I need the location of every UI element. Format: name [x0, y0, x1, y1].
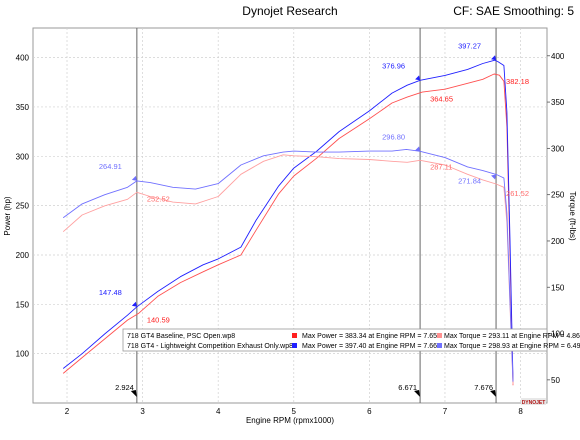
svg-text:DYNOJET: DYNOJET — [522, 400, 546, 406]
y-tick-label-right: 250 — [551, 191, 565, 200]
y-tick-label-right: 100 — [551, 330, 565, 339]
annotation-arrow — [415, 75, 421, 81]
y-tick-label-right: 400 — [551, 52, 565, 61]
cursor-label: 2.924 — [115, 383, 134, 392]
legend-swatch-power — [292, 343, 297, 348]
y-tick-label-left: 350 — [16, 103, 30, 112]
x-tick-label: 5 — [292, 407, 297, 416]
legend-swatch-torque — [437, 333, 442, 338]
annotation-arrow — [491, 55, 497, 61]
annotation-label: 382.18 — [506, 77, 529, 86]
y-tick-label-right: 350 — [551, 98, 565, 107]
annotation-label: 261.52 — [506, 189, 529, 198]
x-tick-label: 2 — [65, 407, 70, 416]
x-tick-label: 6 — [367, 407, 372, 416]
peak-annotations: 264.91 252.52 147.48 140.59 376.96 364.65 296.… — [99, 41, 529, 324]
cursor-arrow — [490, 390, 497, 397]
annotation-arrow — [131, 301, 137, 307]
annotation-label: 376.96 — [382, 61, 405, 70]
dynojet-logo: DYNOJET — [521, 398, 546, 406]
chart-settings: CF: SAE Smoothing: 5 — [453, 4, 574, 18]
x-tick-label: 7 — [443, 407, 448, 416]
x-axis-label: Engine RPM (rpmx1000) — [246, 416, 334, 425]
cursor-label: 6.671 — [398, 383, 417, 392]
axes: 2 3 4 5 6 7 8 100 150 200 250 300 350 400 50 100 150 200 2… — [16, 52, 565, 416]
legend-max-power: Max Power = 397.40 at Engine RPM = 7.66 — [302, 343, 437, 350]
annotation-label: 147.48 — [99, 288, 122, 297]
series-line-torque — [62, 154, 514, 385]
annotation-arrow — [415, 146, 421, 152]
series-line-power — [62, 59, 514, 382]
annotation-arrow — [491, 174, 497, 180]
annotation-label: 397.27 — [458, 41, 481, 50]
annotation-label: 287.11 — [430, 162, 452, 171]
cursor-arrow — [130, 390, 137, 397]
annotation-label: 296.80 — [382, 132, 405, 141]
legend-file-name: 718 GT4 Baseline, PSC Open.wp8 — [127, 333, 235, 340]
legend: 718 GT4 Baseline, PSC Open.wp8 Max Power … — [122, 328, 580, 352]
y-tick-label-left: 250 — [16, 202, 30, 211]
chart-title: Dynojet Research — [242, 4, 337, 18]
legend-swatch-torque — [437, 343, 442, 348]
legend-swatch-power — [292, 333, 297, 338]
legend-max-torque: Max Torque = 298.93 at Engine RPM = 6.49 — [444, 343, 580, 350]
cursor-arrow — [414, 390, 421, 397]
annotation-label: 271.84 — [458, 176, 481, 185]
y-tick-label-right: 200 — [551, 237, 565, 246]
annotation-arrow — [131, 175, 137, 181]
y-axis-label-right: Torque (ft-lbs) — [568, 191, 577, 241]
y-axis-label-left: Power (hp) — [3, 196, 12, 235]
annotation-label: 252.52 — [147, 194, 170, 203]
annotation-label: 364.65 — [430, 94, 453, 103]
annotation-label: 140.59 — [147, 316, 170, 325]
series-line-torque — [62, 148, 514, 382]
y-tick-label-left: 150 — [16, 300, 30, 309]
annotation-label: 264.91 — [99, 162, 122, 171]
y-tick-label-left: 300 — [16, 152, 30, 161]
y-tick-label-left: 400 — [16, 54, 30, 63]
y-tick-label-left: 100 — [16, 350, 30, 359]
legend-file-name: 718 GT4 - Lightweight Competition Exhaus… — [127, 343, 293, 350]
series-lines — [62, 59, 514, 386]
y-tick-label-right: 300 — [551, 144, 565, 153]
cursor-label: 7.676 — [474, 383, 493, 392]
y-tick-label-right: 150 — [551, 283, 565, 292]
legend-max-power: Max Power = 383.34 at Engine RPM = 7.65 — [302, 333, 437, 340]
y-tick-label-right: 50 — [551, 376, 560, 385]
x-tick-label: 4 — [216, 407, 221, 416]
series-line-power — [62, 73, 514, 386]
y-tick-label-left: 200 — [16, 251, 30, 260]
legend-max-torque: Max Torque = 293.11 at Engine RPM = 4.86 — [444, 333, 580, 340]
x-tick-label: 3 — [140, 407, 145, 416]
x-tick-label: 8 — [518, 407, 523, 416]
